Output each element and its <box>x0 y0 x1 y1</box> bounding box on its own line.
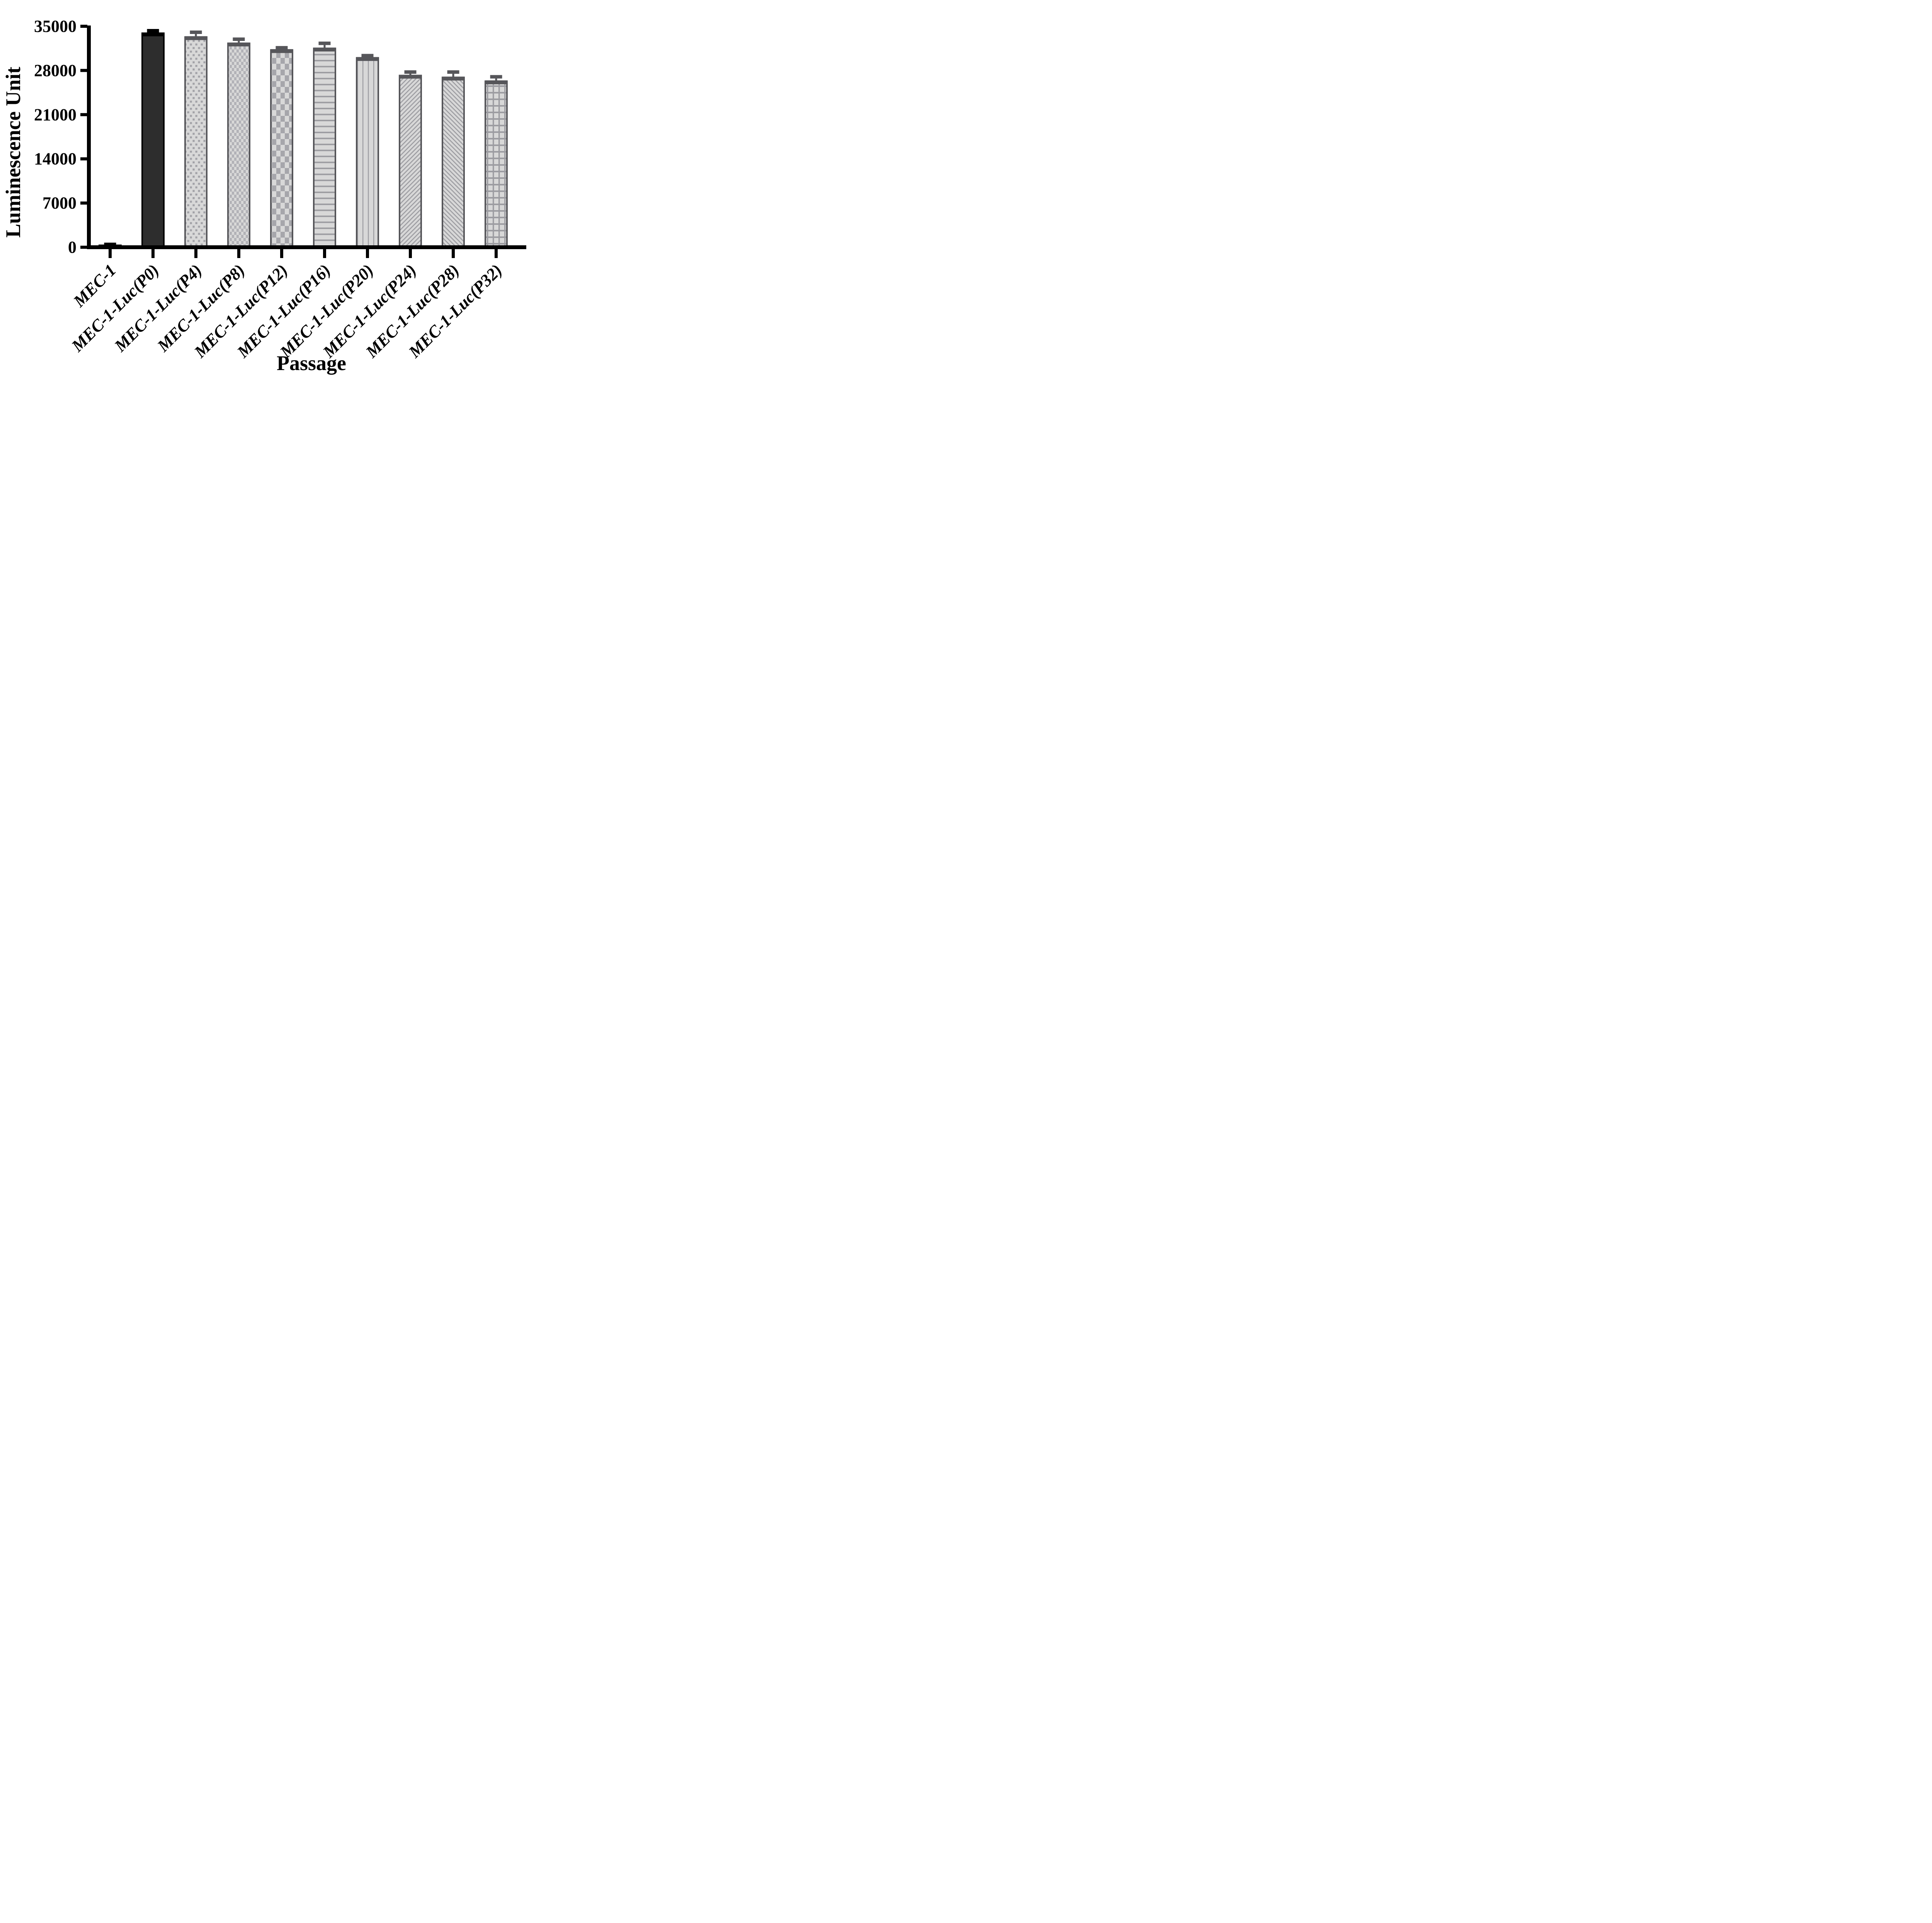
bar-MEC-1-Luc(P12) <box>270 49 293 248</box>
y-tick-label-7000: 7000 <box>43 194 77 212</box>
y-axis-title: Luminescence Unit <box>2 67 25 238</box>
y-tick-label-21000: 21000 <box>34 105 77 124</box>
y-tick-label-28000: 28000 <box>34 61 77 80</box>
y-tick-label-35000: 35000 <box>34 17 77 36</box>
y-tick-label-14000: 14000 <box>34 149 77 168</box>
y-tick-label-0: 0 <box>68 238 77 257</box>
bar-chart-figure: 0 7000 14000 21000 28000 35000 MEC-1 MEC-1-Luc(… <box>0 0 551 385</box>
x-axis-title: Passage <box>277 352 346 375</box>
bar-MEC-1-Luc(P16) <box>313 48 336 248</box>
bar-MEC-1-Luc(P0) <box>141 32 165 248</box>
bars-group <box>99 29 508 249</box>
bar-MEC-1-Luc(P20) <box>356 57 379 248</box>
bar-MEC-1-Luc(P32) <box>485 80 508 248</box>
bar-MEC-1-Luc(P8) <box>227 42 250 248</box>
chart-svg: 0700014000210002800035000MEC-1MEC-1-Luc(… <box>2 17 526 375</box>
bar-MEC-1-Luc(P4) <box>184 36 207 248</box>
bar-MEC-1-Luc(P24) <box>399 75 422 248</box>
bar-MEC-1-Luc(P28) <box>442 76 465 248</box>
